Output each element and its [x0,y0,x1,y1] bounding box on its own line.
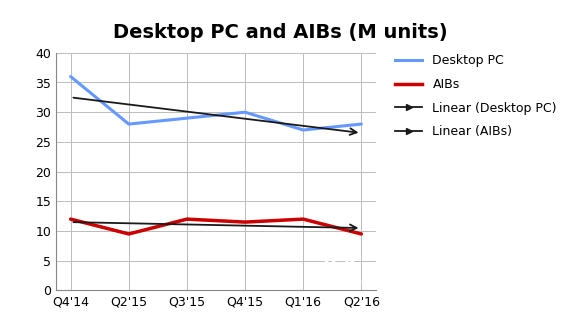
Legend: Desktop PC, AIBs, Linear (Desktop PC), Linear (AIBs): Desktop PC, AIBs, Linear (Desktop PC), L… [395,54,557,138]
Text: Desktop PC and AIBs (M units): Desktop PC and AIBs (M units) [113,23,448,42]
